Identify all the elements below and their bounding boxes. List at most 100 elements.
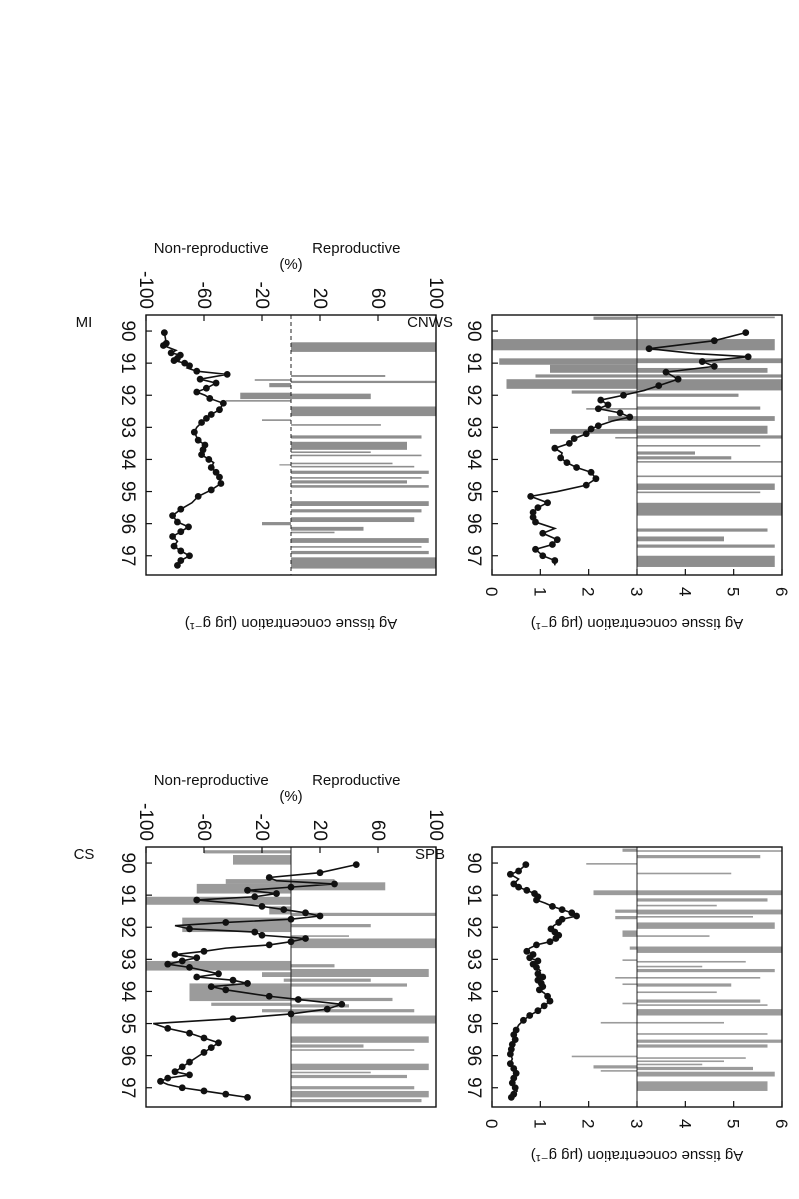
x-tick-label: 91: [463, 353, 484, 374]
data-point: [273, 890, 280, 897]
y-tick-right-label: 6: [772, 587, 791, 596]
data-point: [587, 425, 595, 433]
reproductive-bar: [637, 491, 761, 494]
data-point: [294, 996, 302, 1003]
data-point: [546, 938, 554, 946]
data-point: [527, 492, 535, 500]
reproductive-bar: [637, 1009, 782, 1016]
reproductive-bar: [637, 461, 782, 463]
data-point: [178, 1084, 186, 1092]
data-point: [194, 492, 202, 500]
data-point: [193, 388, 201, 396]
nonreproductive-bar: [622, 1002, 637, 1005]
data-point: [265, 992, 273, 1000]
reproductive-bar: [637, 991, 717, 994]
data-point: [655, 382, 663, 390]
reproductive-bar: [637, 339, 775, 351]
x-tick-label: 96: [117, 513, 138, 534]
x-tick-label: 97: [463, 1077, 484, 1098]
x-tick-label: 91: [117, 353, 138, 374]
data-point: [216, 473, 223, 481]
reproductive-bar: [637, 872, 732, 875]
reproductive-bar: [291, 435, 422, 439]
data-point: [506, 870, 514, 878]
panel-spb: 90 91 92 93 94 95 96 97 6 5 4 3 2 1 0 Ag tissue concent…: [415, 767, 791, 1197]
data-point: [533, 963, 540, 971]
data-point: [645, 345, 653, 353]
data-point: [626, 413, 634, 421]
data-point: [710, 362, 718, 370]
panel-cs: 90 91 92 93 94 95 96 97 100 60 20 -20 -60 -100 Reprodu…: [74, 767, 446, 1197]
reproductive-bar: [637, 374, 782, 378]
nonreproductive-bar: [615, 977, 637, 979]
data-point: [552, 935, 560, 942]
reproductive-bar: [637, 916, 753, 918]
nonreproductive-bar: [593, 316, 637, 320]
x-tick-label: 91: [117, 885, 138, 906]
data-point: [549, 541, 556, 548]
nonreproductive-bar: [629, 946, 637, 950]
data-point: [207, 1044, 215, 1052]
data-point: [177, 528, 185, 536]
x-tick-label: 91: [463, 885, 484, 906]
reproductive-bar: [637, 977, 761, 979]
y-tick-right-label: 2: [579, 587, 598, 596]
y-tick-right-label: 1: [530, 1119, 549, 1128]
nonreproductive-bar: [586, 863, 637, 865]
reproductive-bar: [637, 1039, 782, 1043]
reproductive-bar: [291, 470, 429, 474]
y-label-reproductive: Reproductive: [312, 240, 400, 257]
reproductive-bar: [637, 1033, 768, 1035]
data-point: [203, 414, 210, 422]
reproductive-bar: [291, 1063, 429, 1071]
data-point: [594, 422, 602, 430]
y-tick-label: -100: [135, 803, 156, 841]
panel-title: SPB: [415, 846, 445, 863]
reproductive-bar: [291, 538, 429, 543]
data-point: [568, 909, 576, 917]
data-point: [744, 353, 752, 361]
reproductive-bar: [291, 375, 386, 377]
data-point: [219, 399, 227, 407]
x-tick-label: 93: [117, 949, 138, 970]
nonreproductive-bar: [622, 959, 637, 961]
reproductive-bar: [291, 451, 371, 454]
reproductive-bar: [637, 475, 782, 478]
reproductive-bar: [291, 983, 407, 987]
data-point: [200, 1049, 208, 1056]
data-point: [710, 337, 718, 345]
reproductive-bar: [291, 477, 422, 479]
data-point: [573, 912, 580, 920]
data-point: [193, 954, 201, 962]
x-tick-label: 90: [463, 852, 484, 873]
data-point: [160, 329, 168, 337]
data-point: [206, 395, 214, 402]
data-point: [539, 552, 547, 560]
data-point: [169, 512, 176, 520]
reproductive-bar: [637, 406, 761, 410]
y-tick-right-label: 3: [627, 587, 646, 596]
nonreproductive-bar: [146, 896, 291, 905]
data-point: [587, 468, 595, 476]
data-point: [177, 557, 185, 564]
data-point: [565, 439, 573, 447]
x-tick-label: 90: [117, 320, 138, 341]
data-point: [674, 375, 682, 383]
data-point: [523, 886, 531, 894]
data-point: [302, 935, 309, 942]
data-point: [316, 869, 324, 877]
data-point: [215, 1039, 222, 1047]
data-point: [511, 1084, 519, 1092]
nonreproductive-bar: [622, 930, 637, 937]
data-point: [555, 919, 563, 926]
x-tick-label: 92: [117, 385, 138, 406]
x-tick-label: 96: [117, 1045, 138, 1066]
reproductive-bar: [291, 964, 335, 968]
nonreproductive-bar: [262, 972, 291, 977]
reproductive-bar: [637, 968, 775, 973]
data-point: [171, 951, 179, 958]
data-point: [532, 545, 539, 553]
data-point: [222, 986, 230, 994]
data-point: [215, 970, 222, 978]
data-point: [558, 906, 566, 913]
